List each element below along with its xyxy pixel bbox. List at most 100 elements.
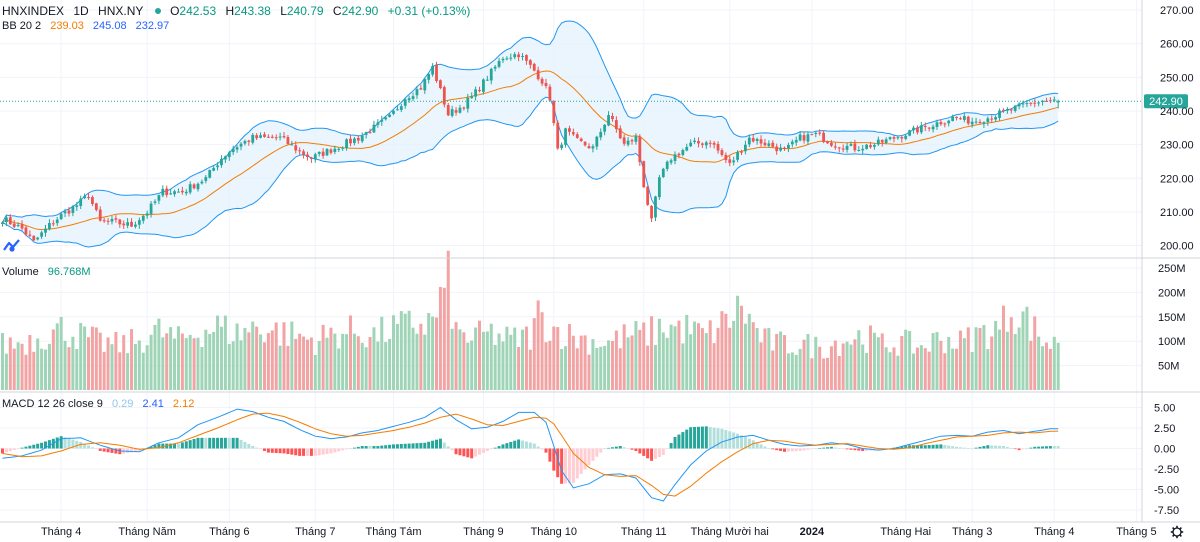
candle-body xyxy=(372,124,376,133)
candle xyxy=(380,115,384,126)
candle xyxy=(744,140,747,155)
candle-body xyxy=(392,110,395,114)
volume-bar xyxy=(571,335,575,390)
macd-histogram-bar xyxy=(446,446,450,449)
candle xyxy=(1013,105,1017,113)
volume-bar xyxy=(106,337,110,390)
macd-histogram-bar xyxy=(380,445,384,449)
macd-histogram-bar xyxy=(966,448,970,449)
candle xyxy=(98,206,102,222)
candle xyxy=(904,133,908,141)
volume-bar xyxy=(646,345,650,390)
candle xyxy=(845,142,849,153)
settings-gear-icon[interactable] xyxy=(1170,525,1184,539)
candle-body xyxy=(48,223,51,230)
candle-body xyxy=(798,134,802,141)
candle-body xyxy=(962,116,966,120)
macd-histogram-bar xyxy=(192,438,196,449)
candle xyxy=(360,132,364,144)
candle xyxy=(24,225,28,237)
volume-bar xyxy=(724,313,728,390)
candle xyxy=(955,116,958,121)
macd-histogram-bar xyxy=(282,448,286,454)
interval-label[interactable]: 1D xyxy=(73,4,89,18)
volume-bar xyxy=(493,344,497,390)
volume-bar xyxy=(173,338,177,390)
last-price-tag xyxy=(1144,94,1188,109)
candle xyxy=(184,189,188,196)
candle-body xyxy=(732,160,736,163)
candle-body xyxy=(1033,102,1037,104)
volume-bar xyxy=(28,334,32,390)
macd-histogram-bar xyxy=(736,433,740,449)
candle xyxy=(548,84,552,102)
price-tick-label: 200.00 xyxy=(1160,241,1194,253)
candle-body xyxy=(744,144,747,152)
candle-body xyxy=(1037,102,1041,104)
macd-histogram-bar xyxy=(20,447,24,449)
candle-body xyxy=(435,64,438,81)
macd-histogram-bar xyxy=(779,448,783,451)
candle-body xyxy=(177,191,180,193)
candle-body xyxy=(466,97,470,109)
candle xyxy=(388,113,391,118)
candle xyxy=(44,224,47,237)
macd-histogram-bar xyxy=(75,440,79,449)
macd-histogram-bar xyxy=(438,438,442,449)
volume-bar xyxy=(673,326,677,390)
low-value: 240.79 xyxy=(286,4,324,18)
bb-legend[interactable]: BB 20 2 239.03 245.08 232.97 xyxy=(2,19,175,33)
time-tick-label: Tháng Năm xyxy=(118,526,175,538)
candle xyxy=(603,124,607,136)
macd-tick-label: 2.50 xyxy=(1154,423,1175,435)
volume-bar xyxy=(454,322,458,390)
candle xyxy=(384,116,388,121)
candle xyxy=(806,131,810,146)
volume-bar xyxy=(990,336,994,390)
volume-bar xyxy=(235,323,239,390)
candle-body xyxy=(1002,109,1005,111)
volume-bar xyxy=(395,323,399,390)
macd-histogram-bar xyxy=(998,445,1002,449)
time-tick-label: Tháng 4 xyxy=(41,526,81,538)
macd-histogram-bar xyxy=(212,437,216,449)
volume-bar xyxy=(98,332,102,390)
macd-histogram-bar xyxy=(775,448,779,451)
candle xyxy=(908,129,912,137)
candle xyxy=(220,155,223,168)
candle-body xyxy=(916,127,919,133)
candle xyxy=(685,143,689,152)
macd-histogram-bar xyxy=(763,446,767,449)
open-value: 242.53 xyxy=(179,4,217,18)
candle xyxy=(790,139,794,148)
tradingview-logo-icon[interactable] xyxy=(3,238,21,252)
macd-histogram-bar xyxy=(188,440,192,449)
macd-legend[interactable]: MACD 12 26 close 9 0.29 2.41 2.12 xyxy=(2,397,200,411)
volume-bar xyxy=(71,336,75,390)
macd-histogram-bar xyxy=(646,448,650,459)
candle xyxy=(611,112,614,122)
volume-bar xyxy=(739,305,743,390)
volume-bar xyxy=(923,348,927,390)
volume-bar xyxy=(204,329,208,390)
candle-body xyxy=(603,124,607,132)
candle xyxy=(497,57,501,69)
symbol-name[interactable]: HNXINDEX xyxy=(2,4,65,18)
candle xyxy=(892,135,896,143)
candle-body xyxy=(102,220,106,222)
macd-histogram-bar xyxy=(67,438,71,449)
candle xyxy=(489,67,493,85)
candle xyxy=(48,219,51,231)
candle-body xyxy=(137,220,141,225)
macd-histogram-bar xyxy=(841,448,845,450)
volume-bar xyxy=(939,340,943,390)
macd-histogram-bar xyxy=(133,448,137,452)
candle-body xyxy=(493,66,497,69)
volume-legend[interactable]: Volume 96.768M xyxy=(2,265,97,279)
candle-body xyxy=(28,234,32,236)
volume-bar xyxy=(767,327,771,390)
candle xyxy=(994,115,998,122)
volume-bar xyxy=(513,327,517,390)
volume-bar xyxy=(966,327,970,390)
